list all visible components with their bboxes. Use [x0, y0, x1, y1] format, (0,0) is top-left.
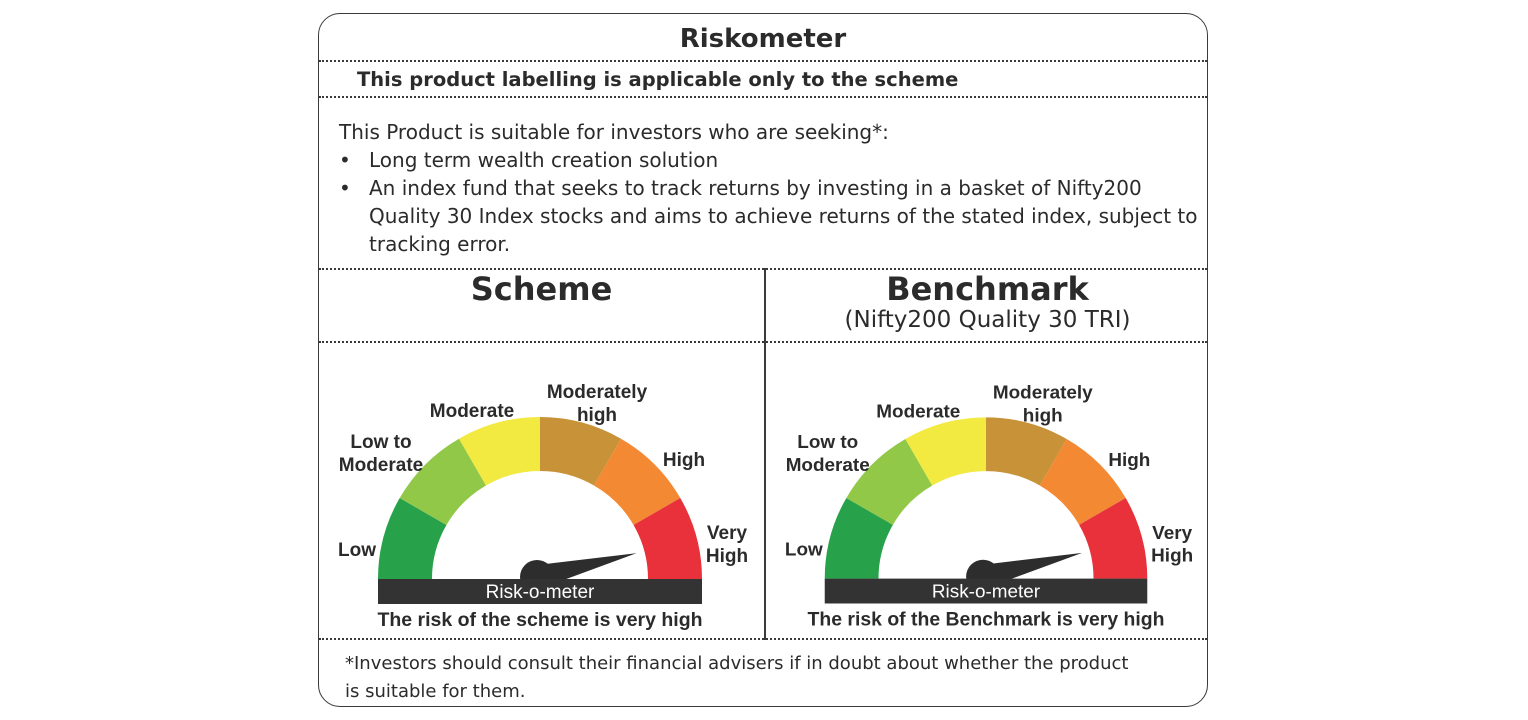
- label-very-high: Very High: [1151, 523, 1193, 567]
- list-item: • Long term wealth creation solution: [339, 146, 1199, 174]
- scheme-heading: Scheme: [470, 270, 613, 308]
- segment-moderate: [905, 417, 987, 486]
- label-low-to-moderate: Low to Moderate: [339, 432, 423, 476]
- segment-high: [1039, 438, 1126, 525]
- divider: [319, 268, 1207, 270]
- segment-low-to-moderate: [399, 438, 486, 525]
- meter-base-bar: [378, 579, 702, 604]
- label-low-to-moderate: Low to Moderate: [786, 432, 870, 476]
- meter-label: Risk-o-meter: [932, 582, 1040, 603]
- divider: [319, 96, 1207, 98]
- label-moderate: Moderate: [876, 401, 960, 422]
- divider: [319, 60, 1207, 62]
- card-subtitle: This product labelling is applicable onl…: [357, 68, 959, 91]
- segment-very-high: [1079, 497, 1148, 579]
- benchmark-subheading: (Nifty200 Quality 30 TRI): [844, 307, 1131, 333]
- card-title: Riskometer: [679, 24, 847, 54]
- divider: [319, 638, 1207, 640]
- segment-very-high: [633, 498, 702, 579]
- bullet-icon: •: [339, 148, 351, 172]
- segment-moderately-high: [986, 417, 1067, 486]
- segment-low: [378, 498, 447, 579]
- suitability-intro: This Product is suitable for investors w…: [339, 120, 889, 144]
- segment-high: [594, 438, 681, 525]
- label-low: Low: [338, 540, 376, 561]
- meter-base-bar: [824, 578, 1148, 604]
- label-moderate: Moderate: [430, 401, 514, 422]
- risk-caption: The risk of the scheme is very high: [377, 609, 702, 631]
- suitability-list: • Long term wealth creation solution • An …: [339, 146, 1199, 258]
- label-very-high: Very High: [706, 523, 748, 567]
- segment-moderately-high: [540, 417, 621, 486]
- label-high: High: [663, 450, 705, 471]
- label-high: High: [1108, 450, 1150, 471]
- benchmark-heading: Benchmark: [886, 270, 1089, 308]
- risk-caption: The risk of the Benchmark is very high: [808, 608, 1165, 630]
- segment-moderate: [459, 417, 540, 486]
- footnote: *Investors should consult their financia…: [345, 653, 1129, 702]
- scheme-riskometer: Low Low to Moderate Moderate Moderately high H…: [338, 382, 748, 631]
- bullet-icon: •: [339, 176, 351, 200]
- label-low: Low: [785, 540, 823, 561]
- bullet-text: Long term wealth creation solution: [369, 148, 719, 172]
- benchmark-riskometer: Low Low to Moderate Moderate Moderately high H…: [785, 382, 1193, 630]
- divider: [319, 341, 1207, 343]
- column-divider: [764, 268, 766, 640]
- label-moderately-high: Moderately high: [547, 382, 648, 426]
- meter-label: Risk-o-meter: [486, 582, 595, 603]
- segment-low: [824, 497, 893, 579]
- bullet-text: An index fund that seeks to track return…: [369, 176, 1198, 256]
- label-moderately-high: Moderately high: [993, 382, 1093, 426]
- list-item: • An index fund that seeks to track retur…: [339, 174, 1199, 258]
- segment-low-to-moderate: [846, 438, 933, 525]
- riskometer-card: Riskometer This product labelling is app…: [318, 13, 1208, 707]
